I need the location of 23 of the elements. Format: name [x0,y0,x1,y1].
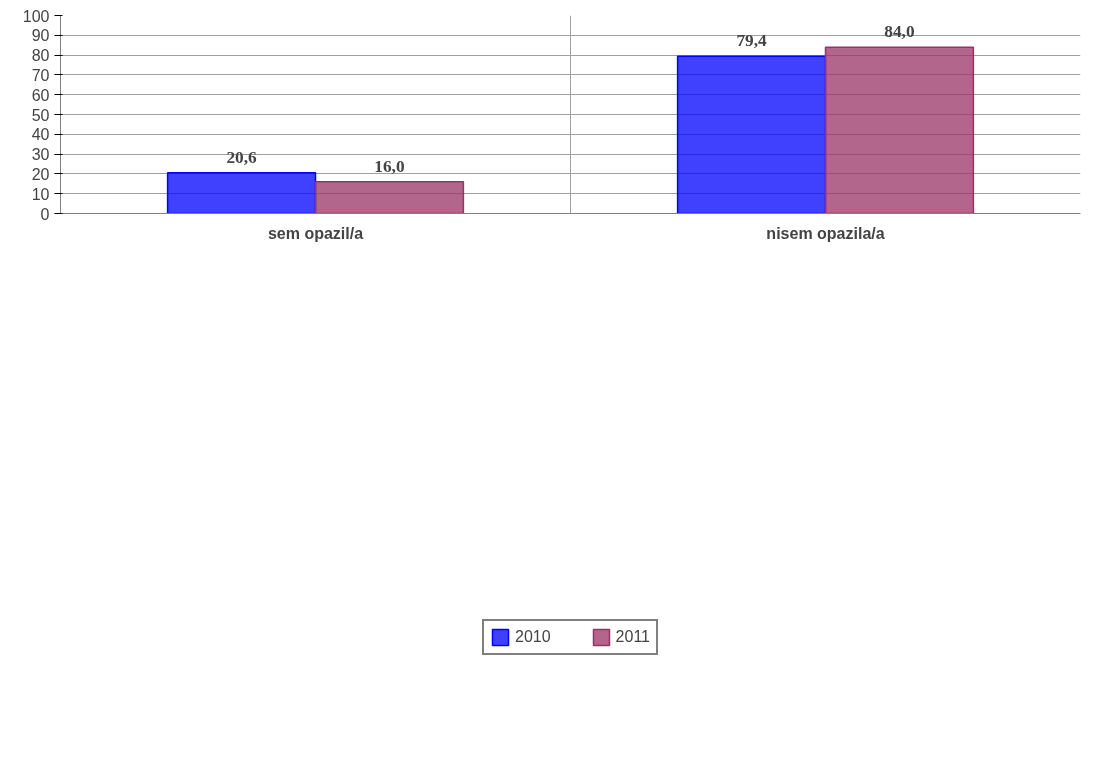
bar [824,46,975,214]
bar [314,181,465,214]
y-tick-label: 0 [40,205,50,223]
y-tick-label: 30 [31,146,50,164]
y-tick-label: 100 [22,7,50,25]
y-tick-label: 80 [31,47,50,65]
legend-label: 2010 [515,628,551,646]
bar [676,55,827,214]
data-label: 20,6 [226,147,258,167]
data-label: 16,0 [374,156,405,176]
bar [166,171,317,214]
y-tick-label: 70 [31,66,50,84]
x-tick-label: nisem opazila/a [766,224,885,242]
y-tick-label: 10 [31,185,50,203]
y-tick-label: 40 [31,126,50,144]
legend-label: 2011 [615,628,650,646]
data-label: 79,4 [736,31,768,51]
data-label: 84,0 [884,22,915,42]
y-tick-label: 50 [31,106,50,124]
y-tick-label: 60 [31,86,50,104]
y-tick-label: 90 [31,27,50,45]
y-tick-label: 20 [31,165,50,183]
x-tick-label: sem opazil/a [267,224,364,242]
